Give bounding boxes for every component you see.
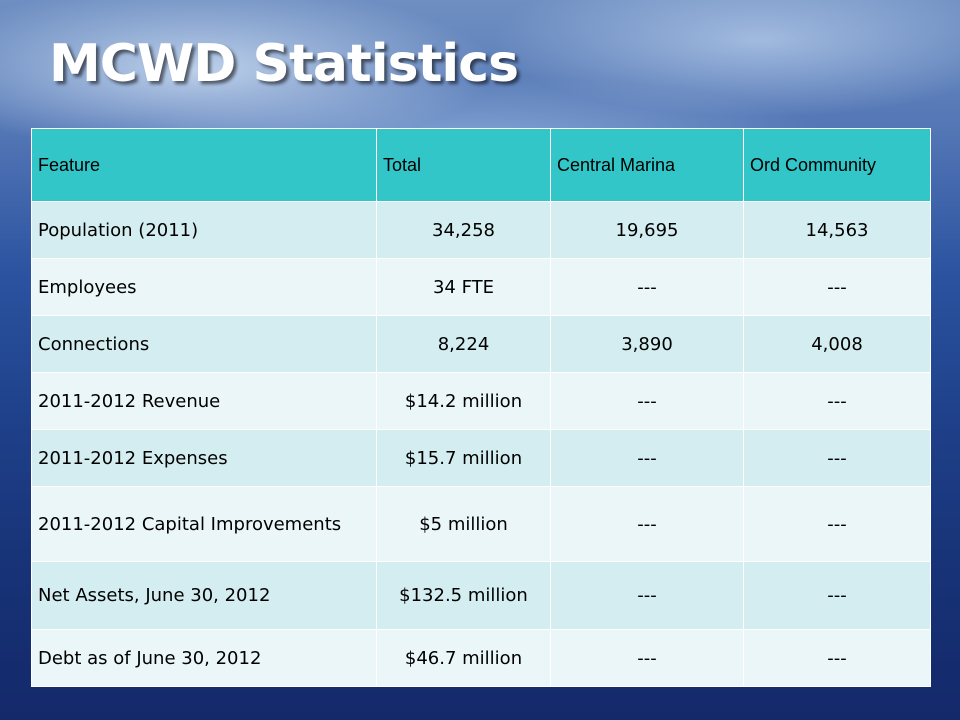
table-row: Connections 8,224 3,890 4,008 xyxy=(31,315,931,373)
total-cell: $15.7 million xyxy=(376,429,551,487)
central-marina-cell: --- xyxy=(550,372,744,430)
table-row: Debt as of June 30, 2012 $46.7 million -… xyxy=(31,629,931,687)
total-cell: $46.7 million xyxy=(376,629,551,687)
table-row: Population (2011) 34,258 19,695 14,563 xyxy=(31,201,931,259)
ord-community-cell: --- xyxy=(743,629,931,687)
row-label: Debt as of June 30, 2012 xyxy=(31,629,377,687)
row-label: Net Assets, June 30, 2012 xyxy=(31,561,377,630)
table-row: 2011-2012 Revenue $14.2 million --- --- xyxy=(31,372,931,430)
row-label: Population (2011) xyxy=(31,201,377,259)
total-cell: $132.5 million xyxy=(376,561,551,630)
row-label: 2011-2012 Expenses xyxy=(31,429,377,487)
total-cell: 8,224 xyxy=(376,315,551,373)
table-row: 2011-2012 Expenses $15.7 million --- --- xyxy=(31,429,931,487)
row-label: Connections xyxy=(31,315,377,373)
ord-community-cell: 14,563 xyxy=(743,201,931,259)
table-row: Net Assets, June 30, 2012 $132.5 million… xyxy=(31,561,931,630)
ord-community-cell: --- xyxy=(743,561,931,630)
ord-community-cell: --- xyxy=(743,258,931,316)
total-cell: 34 FTE xyxy=(376,258,551,316)
ord-community-cell: --- xyxy=(743,429,931,487)
ord-community-cell: 4,008 xyxy=(743,315,931,373)
ord-community-cell: --- xyxy=(743,372,931,430)
ord-community-cell: --- xyxy=(743,486,931,562)
central-marina-cell: --- xyxy=(550,486,744,562)
total-cell: $5 million xyxy=(376,486,551,562)
row-label: 2011-2012 Capital Improvements xyxy=(31,486,377,562)
table-row: 2011-2012 Capital Improvements $5 millio… xyxy=(31,486,931,562)
statistics-table: Feature Total Central Marina Ord Communi… xyxy=(31,128,931,687)
slide-title: MCWD Statistics xyxy=(49,34,519,94)
header-ord-community: Ord Community xyxy=(743,128,931,202)
header-feature: Feature xyxy=(31,128,377,202)
table-row: Employees 34 FTE --- --- xyxy=(31,258,931,316)
total-cell: $14.2 million xyxy=(376,372,551,430)
central-marina-cell: --- xyxy=(550,429,744,487)
row-label: 2011-2012 Revenue xyxy=(31,372,377,430)
central-marina-cell: 3,890 xyxy=(550,315,744,373)
row-label: Employees xyxy=(31,258,377,316)
total-cell: 34,258 xyxy=(376,201,551,259)
header-total: Total xyxy=(376,128,551,202)
header-central-marina: Central Marina xyxy=(550,128,744,202)
central-marina-cell: --- xyxy=(550,629,744,687)
central-marina-cell: --- xyxy=(550,258,744,316)
central-marina-cell: --- xyxy=(550,561,744,630)
central-marina-cell: 19,695 xyxy=(550,201,744,259)
table-header-row: Feature Total Central Marina Ord Communi… xyxy=(31,128,931,202)
